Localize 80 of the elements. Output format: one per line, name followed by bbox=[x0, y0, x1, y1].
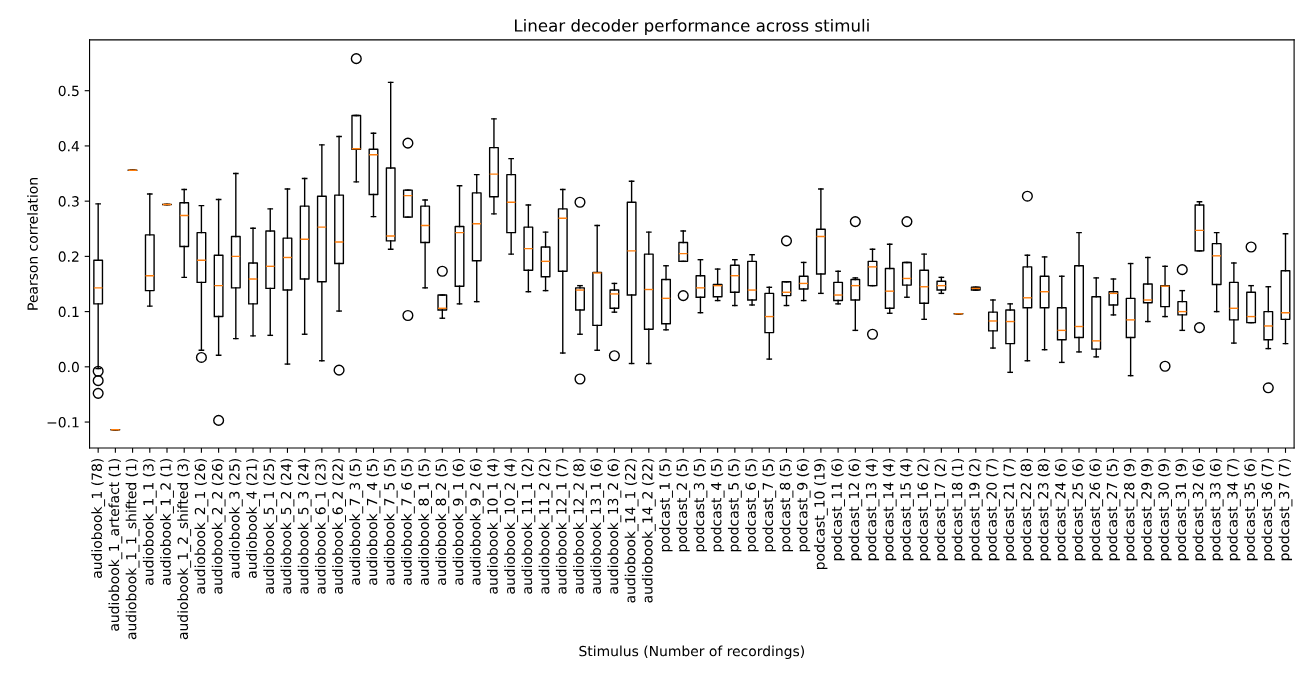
x-tick-label: audiobook_3 (25) bbox=[228, 458, 243, 578]
x-tick-label: podcast_21 (7) bbox=[1003, 458, 1018, 561]
y-tick-label: 0.1 bbox=[58, 306, 79, 318]
x-axis-title: Stimulus (Number of recordings) bbox=[579, 645, 804, 660]
y-tick-label: 0.2 bbox=[58, 251, 79, 262]
x-tick-label: podcast_23 (8) bbox=[1037, 458, 1052, 561]
x-tick-label: audiobook_10_2 (4) bbox=[504, 458, 519, 594]
x-tick-label: podcast_8 (5) bbox=[779, 458, 794, 552]
y-tick-label: 0.4 bbox=[58, 140, 80, 152]
x-tick-label: podcast_27 (5) bbox=[1106, 458, 1121, 561]
x-tick-label: podcast_10 (19) bbox=[813, 458, 828, 569]
x-tick-label: audiobook_1_2 (1) bbox=[160, 458, 174, 585]
x-tick-label: podcast_35 (6) bbox=[1244, 458, 1258, 561]
x-tick-label: audiobook_11_1 (2) bbox=[521, 458, 536, 594]
x-tick-label: podcast_2 (5) bbox=[676, 458, 691, 552]
x-tick-label: audiobook_2_1 (26) bbox=[194, 458, 209, 594]
x-tick-label: audiobook_7_5 (5) bbox=[383, 458, 398, 585]
y-axis-title: Pearson correlation bbox=[27, 178, 38, 310]
x-tick-label: audiobook_5_2 (24) bbox=[280, 458, 295, 594]
y-tick-label: 0.5 bbox=[58, 85, 79, 97]
x-tick-label: podcast_37 (7) bbox=[1278, 458, 1293, 561]
x-tick-label: audiobook_6_2 (22) bbox=[332, 458, 346, 594]
x-tick-label: audiobook_9_2 (6) bbox=[469, 458, 484, 585]
x-tick-label: audiobook_4 (21) bbox=[246, 458, 260, 578]
x-tick-label: podcast_11 (6) bbox=[831, 458, 846, 561]
x-tick-label: audiobook_1_artefact (1) bbox=[108, 458, 123, 631]
y-tick-label: −0.1 bbox=[47, 417, 79, 428]
x-tick-label: audiobook_12_2 (8) bbox=[573, 458, 587, 594]
x-tick-label: podcast_6 (5) bbox=[745, 458, 759, 552]
x-tick-label: audiobook_12_1 (7) bbox=[555, 458, 570, 594]
x-tick-label: audiobook_13_2 (6) bbox=[607, 458, 622, 594]
x-tick-label: audiobook_10_1 (4) bbox=[487, 458, 501, 594]
x-tick-label: podcast_22 (8) bbox=[1020, 458, 1035, 561]
x-tick-label: podcast_9 (6) bbox=[796, 458, 811, 552]
x-tick-label: podcast_16 (2) bbox=[917, 458, 932, 561]
x-tick-label: audiobook_6_1 (23) bbox=[314, 458, 329, 594]
x-tick-label: podcast_26 (6) bbox=[1089, 458, 1104, 561]
x-tick-label: podcast_33 (6) bbox=[1209, 458, 1224, 561]
x-tick-label: podcast_1 (5) bbox=[659, 458, 673, 552]
x-tick-label: audiobook_7_4 (5) bbox=[366, 458, 381, 585]
x-tick-label: podcast_25 (6) bbox=[1072, 458, 1086, 561]
x-tick-label: audiobook_5_3 (24) bbox=[297, 458, 312, 594]
x-tick-label: podcast_24 (6) bbox=[1054, 458, 1069, 561]
x-tick-label: podcast_14 (4) bbox=[882, 458, 897, 561]
x-tick-label: podcast_4 (5) bbox=[710, 458, 725, 552]
x-tick-label: podcast_12 (6) bbox=[848, 458, 863, 561]
x-tick-label: podcast_3 (5) bbox=[693, 458, 708, 552]
x-tick-label: audiobook_14_2 (22) bbox=[641, 458, 656, 603]
x-tick-label: audiobook_1_1 (3) bbox=[142, 458, 157, 585]
x-tick-label: podcast_34 (7) bbox=[1226, 458, 1241, 561]
x-tick-label: podcast_29 (9) bbox=[1140, 458, 1155, 561]
x-tick-label: podcast_5 (5) bbox=[727, 458, 742, 552]
x-tick-label: audiobook_9_1 (6) bbox=[452, 458, 467, 585]
x-tick-label: audiobook_14_1 (22) bbox=[624, 458, 639, 603]
x-tick-label: podcast_32 (6) bbox=[1192, 458, 1207, 561]
x-tick-label: podcast_20 (7) bbox=[986, 458, 1000, 561]
chart-title: Linear decoder performance across stimuli bbox=[515, 18, 869, 36]
y-tick-label: 0.3 bbox=[58, 196, 79, 207]
x-tick-label: podcast_30 (9) bbox=[1158, 458, 1172, 561]
x-tick-label: podcast_19 (2) bbox=[968, 458, 983, 561]
x-tick-label: podcast_36 (7) bbox=[1261, 458, 1276, 561]
x-tick-label: podcast_18 (1) bbox=[951, 458, 966, 561]
x-tick-label: podcast_17 (2) bbox=[934, 458, 949, 561]
x-tick-label: audiobook_1_1_shifted (1) bbox=[125, 458, 140, 640]
x-tick-label: audiobook_2_2 (26) bbox=[211, 458, 226, 594]
x-tick-label: audiobook_1 (78) bbox=[91, 458, 106, 578]
x-tick-label: podcast_13 (4) bbox=[865, 458, 880, 561]
x-tick-label: podcast_28 (9) bbox=[1123, 458, 1138, 561]
y-tick-label: 0.0 bbox=[58, 361, 79, 373]
x-tick-label: audiobook_8_2 (5) bbox=[435, 458, 450, 585]
x-tick-label: audiobook_7_6 (5) bbox=[400, 458, 415, 585]
x-tick-label: audiobook_11_2 (2) bbox=[538, 458, 553, 594]
x-tick-label: audiobook_1_2_shifted (3) bbox=[177, 458, 192, 640]
x-tick-label: audiobook_5_1 (25) bbox=[263, 458, 278, 594]
x-tick-label: podcast_15 (4) bbox=[900, 458, 914, 561]
x-tick-label: podcast_31 (9) bbox=[1175, 458, 1190, 561]
x-tick-label: audiobook_7_3 (5) bbox=[349, 458, 364, 585]
x-tick-label: audiobook_8_1 (5) bbox=[418, 458, 433, 585]
x-tick-label: audiobook_13_1 (6) bbox=[590, 458, 605, 594]
x-tick-label: podcast_7 (5) bbox=[762, 458, 777, 552]
